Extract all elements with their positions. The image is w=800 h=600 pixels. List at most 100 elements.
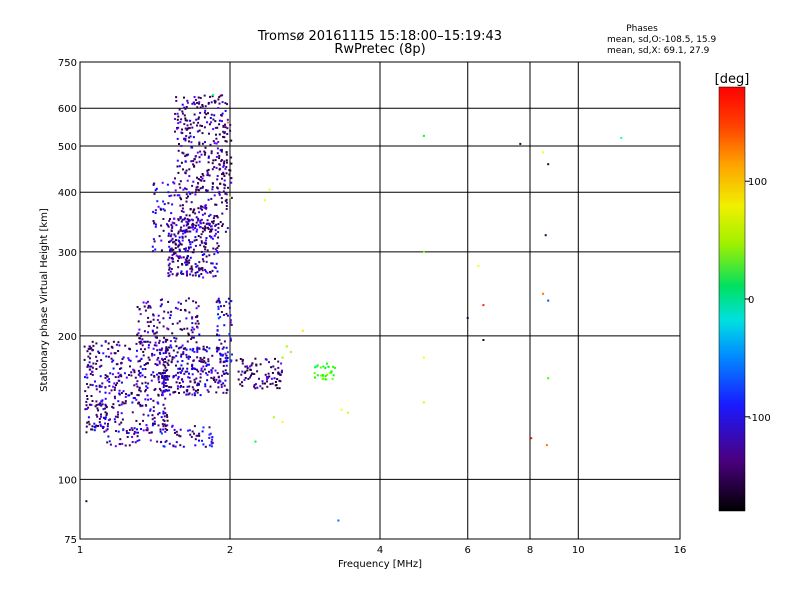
data-point xyxy=(210,230,213,233)
data-point xyxy=(199,97,202,99)
data-point xyxy=(139,405,142,408)
data-point xyxy=(185,356,188,359)
data-point xyxy=(192,209,195,212)
data-point xyxy=(162,208,165,211)
data-point xyxy=(197,305,200,308)
data-point xyxy=(187,376,190,379)
data-point xyxy=(203,116,206,119)
data-point xyxy=(261,387,264,390)
data-point xyxy=(223,136,226,139)
data-point xyxy=(164,397,167,400)
data-point xyxy=(161,357,163,360)
data-point xyxy=(547,377,550,380)
data-point xyxy=(141,368,144,371)
data-point xyxy=(177,115,180,118)
data-point xyxy=(89,373,92,375)
data-point xyxy=(155,223,157,226)
data-point xyxy=(140,357,143,360)
data-point xyxy=(225,208,228,210)
data-point xyxy=(166,362,169,365)
data-point xyxy=(229,339,232,342)
x-tick-label: 8 xyxy=(527,545,533,556)
data-point xyxy=(272,365,275,368)
data-point xyxy=(218,157,221,160)
data-point xyxy=(241,381,243,384)
data-point xyxy=(218,301,221,304)
data-point xyxy=(209,432,212,435)
data-point xyxy=(139,390,142,393)
data-point xyxy=(138,423,141,426)
data-point xyxy=(98,384,101,387)
data-point xyxy=(198,347,201,350)
data-point xyxy=(124,400,127,403)
data-point xyxy=(198,102,200,105)
data-point xyxy=(201,173,204,175)
data-point xyxy=(211,220,213,223)
data-point xyxy=(178,320,181,323)
data-point xyxy=(207,161,210,164)
data-point xyxy=(126,432,128,434)
data-point xyxy=(225,372,228,374)
data-point xyxy=(167,264,170,267)
data-point xyxy=(112,403,115,406)
data-point xyxy=(116,416,119,419)
data-point xyxy=(168,219,171,222)
data-point xyxy=(91,373,94,376)
data-point xyxy=(111,373,114,376)
data-point xyxy=(154,209,157,212)
data-point xyxy=(181,369,184,372)
data-point xyxy=(113,389,116,391)
colorbar-tick-label: -100 xyxy=(748,413,771,424)
data-point xyxy=(197,116,200,119)
data-point xyxy=(191,251,194,254)
data-point xyxy=(281,420,284,423)
data-point xyxy=(179,217,182,220)
data-point xyxy=(166,419,169,422)
data-point xyxy=(161,391,164,394)
data-point xyxy=(201,370,204,373)
data-point xyxy=(185,153,188,156)
data-point xyxy=(224,199,227,202)
data-point xyxy=(180,346,183,349)
data-point xyxy=(200,367,203,370)
data-point xyxy=(253,384,256,386)
data-point xyxy=(169,270,172,273)
data-point xyxy=(131,411,134,414)
data-point xyxy=(175,239,177,242)
data-point xyxy=(170,223,173,226)
data-point xyxy=(215,223,218,226)
data-point xyxy=(203,368,206,371)
data-point xyxy=(166,224,169,227)
data-point xyxy=(186,272,188,275)
data-point xyxy=(187,429,190,432)
data-point xyxy=(209,95,211,98)
data-point xyxy=(199,380,202,383)
data-point xyxy=(91,340,94,343)
data-point xyxy=(147,356,150,359)
data-point xyxy=(135,355,138,358)
data-point xyxy=(158,341,161,344)
data-point xyxy=(195,118,198,121)
data-point xyxy=(205,113,208,116)
data-point xyxy=(203,179,206,182)
data-point xyxy=(211,182,214,185)
data-point xyxy=(216,299,219,302)
data-point xyxy=(276,387,279,390)
data-point xyxy=(179,196,182,199)
data-point xyxy=(129,365,131,368)
data-point xyxy=(159,299,162,302)
data-point xyxy=(102,427,104,429)
data-point xyxy=(117,400,120,403)
data-point xyxy=(193,425,196,428)
data-point xyxy=(165,439,168,442)
data-point xyxy=(219,316,222,319)
data-point xyxy=(133,427,136,430)
data-point xyxy=(168,195,171,197)
data-point xyxy=(244,370,247,373)
data-point xyxy=(217,98,220,101)
data-point xyxy=(167,328,170,331)
data-point xyxy=(230,181,233,184)
data-point xyxy=(266,380,268,383)
data-point xyxy=(192,228,195,231)
data-point xyxy=(217,381,220,384)
